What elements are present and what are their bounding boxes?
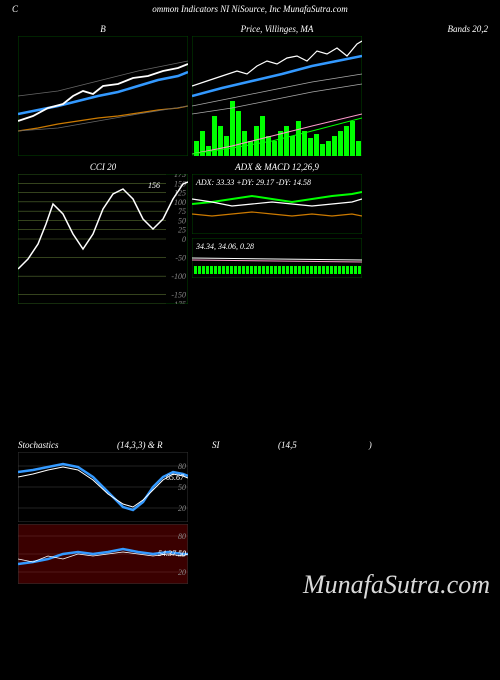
panel-cci: CCI 20 1751501251007550250-50-100-150-17… [18, 160, 188, 304]
svg-text:-100: -100 [171, 272, 186, 281]
svg-text:20: 20 [178, 504, 186, 513]
header-lead: C [12, 4, 18, 14]
panel-adx-macd: ADX & MACD 12,26,9 ADX: 33.33 +DY: 29.17… [192, 160, 362, 304]
svg-text:100: 100 [174, 198, 186, 207]
panel-bollinger-title: B [18, 22, 188, 36]
panel-stoch-rsi: Stochastics (14,3,3) & R SI (14,5 ) 80 50… [18, 438, 478, 584]
svg-text:ADX: 33.33 +DY: 29.17 -DY: 14.: ADX: 33.33 +DY: 29.17 -DY: 14.58 [195, 178, 311, 187]
header-text: ommon Indicators NI NiSource, Inc Munafa… [152, 4, 347, 14]
svg-text:50: 50 [178, 216, 186, 225]
chart-stochastics: 80 50 20 65.67 [18, 452, 188, 522]
svg-text:80: 80 [178, 532, 186, 541]
svg-text:0: 0 [182, 235, 186, 244]
svg-text:-150: -150 [171, 291, 186, 300]
svg-text:54.37.50: 54.37.50 [158, 549, 186, 558]
panel-adx-title: ADX & MACD 12,26,9 [192, 160, 362, 174]
svg-text:50: 50 [178, 483, 186, 492]
page-header: C ommon Indicators NI NiSource, Inc Muna… [0, 0, 500, 14]
svg-text:-175: -175 [171, 300, 186, 304]
chart-adx: ADX: 33.33 +DY: 29.17 -DY: 14.58 [192, 174, 362, 234]
svg-text:25: 25 [178, 226, 186, 235]
svg-text:80: 80 [178, 462, 186, 471]
svg-text:20: 20 [178, 568, 186, 577]
svg-text:156: 156 [148, 181, 160, 190]
svg-text:75: 75 [178, 207, 186, 216]
panel-price: Price, Villinges, MA [192, 22, 362, 156]
chart-cci: 1751501251007550250-50-100-150-175156 [18, 174, 188, 304]
svg-text:175: 175 [174, 174, 186, 179]
svg-text:65.67: 65.67 [166, 473, 185, 482]
chart-rsi: 80502054.37.50 [18, 524, 188, 584]
panel-cci-title: CCI 20 [18, 160, 188, 174]
panel-price-title: Price, Villinges, MA [192, 22, 362, 36]
panel-bands-label: Bands 20,2 [366, 22, 498, 156]
panel-bollinger: B [18, 22, 188, 156]
chart-price [192, 36, 362, 156]
bands-label: Bands 20,2 [366, 22, 498, 36]
svg-text:125: 125 [174, 189, 186, 198]
chart-macd: 34.34, 34.06, 0.28 [192, 238, 362, 278]
chart-bollinger [18, 36, 188, 156]
svg-text:-50: -50 [175, 254, 186, 263]
panel-stoch-title: Stochastics (14,3,3) & R SI (14,5 ) [18, 438, 478, 452]
svg-text:34.34, 34.06, 0.28: 34.34, 34.06, 0.28 [195, 242, 254, 251]
